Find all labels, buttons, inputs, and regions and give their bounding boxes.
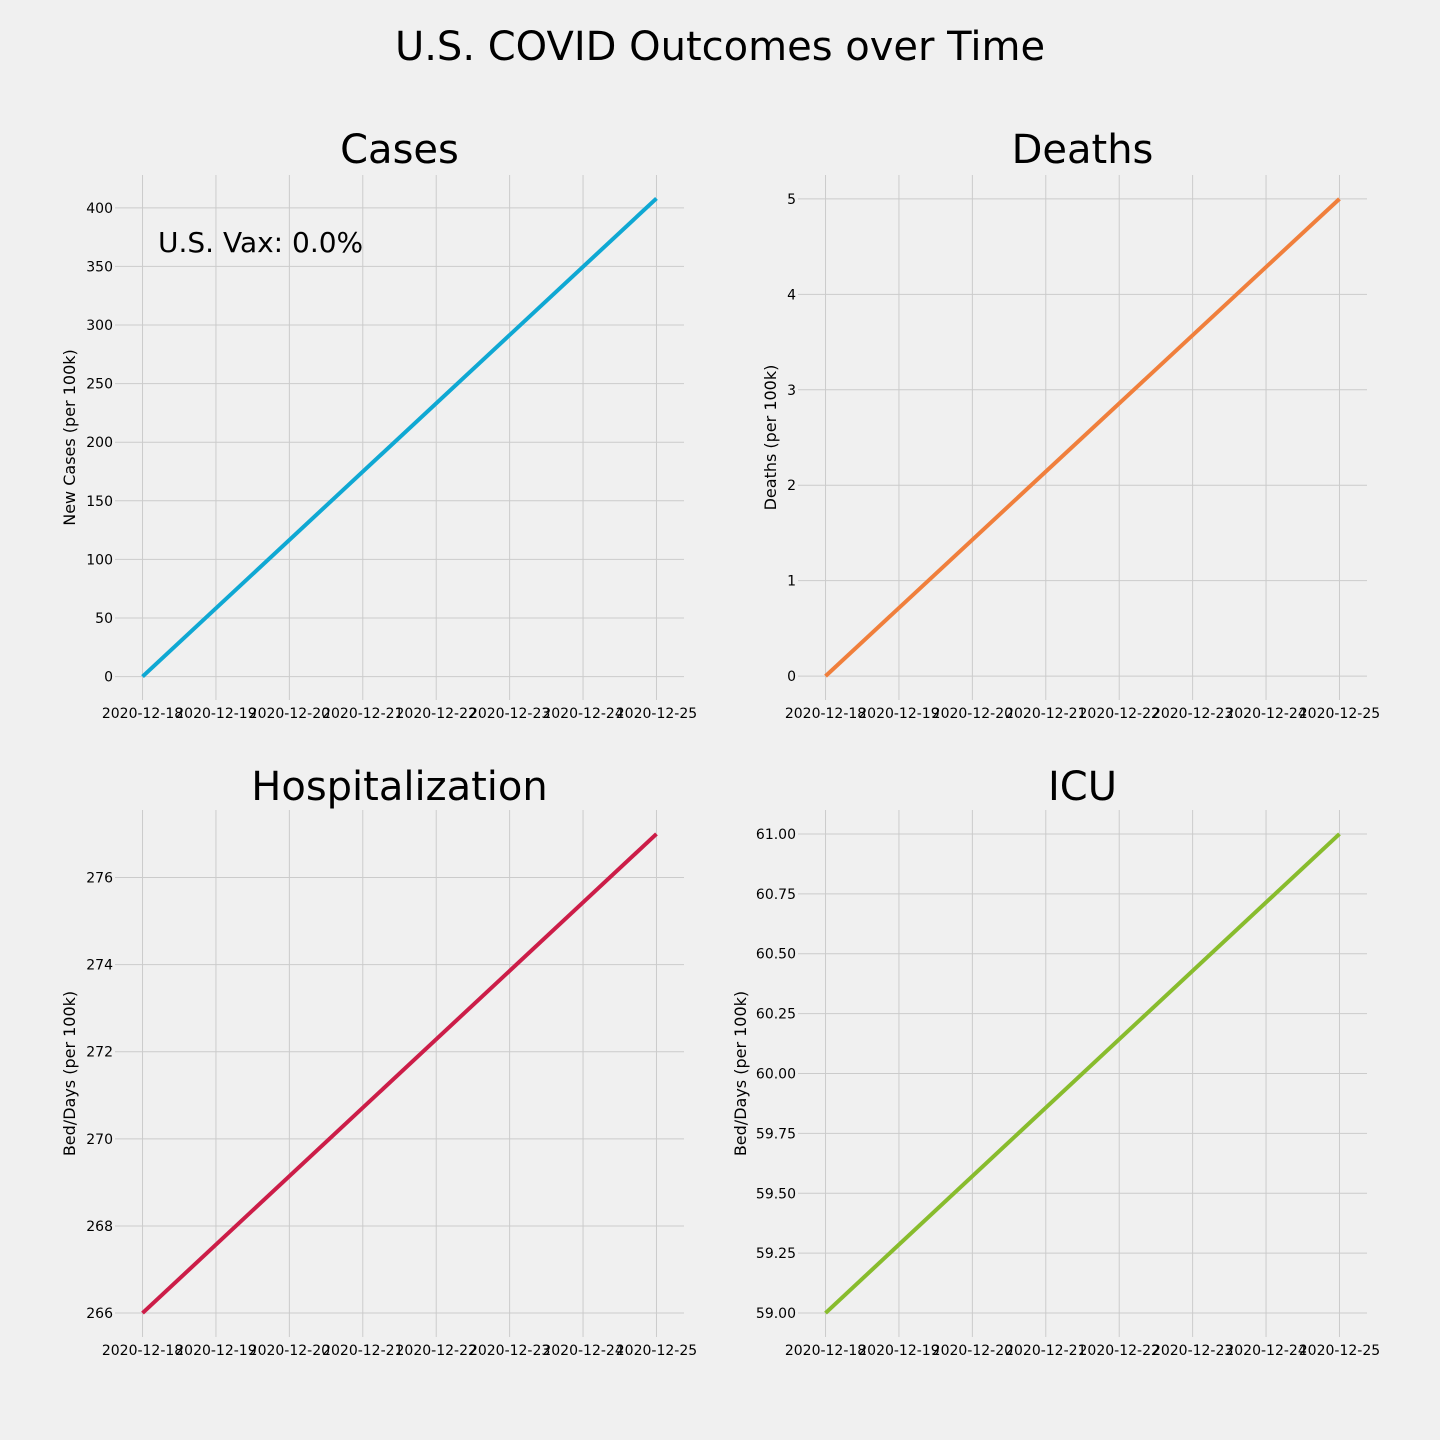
y-tick-label: 61.00 bbox=[756, 827, 796, 843]
x-tick-label: 2020-12-21 bbox=[322, 706, 403, 722]
x-tick-label: 2020-12-22 bbox=[396, 706, 477, 722]
x-tick-label: 2020-12-18 bbox=[102, 706, 183, 722]
y-tick-label: 3 bbox=[787, 383, 796, 399]
x-tick-label: 2020-12-24 bbox=[542, 1343, 623, 1359]
x-tick-label: 2020-12-19 bbox=[858, 1343, 939, 1359]
chart-panel-4: 2020-12-182020-12-192020-12-202020-12-21… bbox=[731, 764, 1380, 1359]
x-tick-label: 2020-12-22 bbox=[396, 1343, 477, 1359]
y-tick-label: 150 bbox=[86, 494, 113, 510]
y-axis-label: Bed/Days (per 100k) bbox=[731, 991, 750, 1156]
x-tick-label: 2020-12-25 bbox=[1299, 1343, 1380, 1359]
x-tick-label: 2020-12-23 bbox=[469, 1343, 550, 1359]
y-tick-label: 100 bbox=[86, 552, 113, 568]
y-tick-label: 270 bbox=[86, 1132, 113, 1148]
y-tick-label: 60.00 bbox=[756, 1067, 796, 1083]
grid bbox=[115, 175, 684, 700]
x-tick-label: 2020-12-22 bbox=[1079, 706, 1160, 722]
y-tick-label: 0 bbox=[104, 670, 113, 686]
x-tick-label: 2020-12-25 bbox=[1299, 706, 1380, 722]
x-tick-label: 2020-12-21 bbox=[322, 1343, 403, 1359]
series-line bbox=[824, 832, 1341, 1315]
y-tick-label: 0 bbox=[787, 669, 796, 685]
x-tick-label: 2020-12-19 bbox=[858, 706, 939, 722]
grid bbox=[798, 810, 1367, 1337]
x-tick-label: 2020-12-23 bbox=[1152, 1343, 1233, 1359]
chart-panel-3: 2020-12-182020-12-192020-12-202020-12-21… bbox=[60, 764, 697, 1359]
panel-title: ICU bbox=[1048, 764, 1117, 810]
grid bbox=[798, 175, 1367, 700]
y-tick-label: 60.75 bbox=[756, 887, 796, 903]
y-tick-label: 50 bbox=[95, 611, 113, 627]
x-tick-label: 2020-12-24 bbox=[1225, 1343, 1306, 1359]
y-tick-label: 59.75 bbox=[756, 1126, 796, 1142]
y-tick-label: 59.00 bbox=[756, 1306, 796, 1322]
y-tick-label: 60.25 bbox=[756, 1007, 796, 1023]
x-tick-label: 2020-12-18 bbox=[102, 1343, 183, 1359]
x-tick-label: 2020-12-23 bbox=[1152, 706, 1233, 722]
x-tick-label: 2020-12-23 bbox=[469, 706, 550, 722]
x-tick-label: 2020-12-20 bbox=[249, 706, 330, 722]
y-tick-label: 5 bbox=[787, 192, 796, 208]
y-axis-label: Bed/Days (per 100k) bbox=[60, 991, 79, 1156]
series-line bbox=[141, 196, 658, 679]
x-tick-label: 2020-12-21 bbox=[1005, 706, 1086, 722]
y-tick-label: 268 bbox=[86, 1219, 113, 1235]
panel-title: Cases bbox=[340, 127, 459, 173]
x-tick-label: 2020-12-19 bbox=[175, 706, 256, 722]
x-tick-label: 2020-12-25 bbox=[616, 706, 697, 722]
y-tick-label: 276 bbox=[86, 871, 113, 887]
vax-annotation: U.S. Vax: 0.0% bbox=[158, 226, 363, 259]
x-tick-label: 2020-12-18 bbox=[785, 706, 866, 722]
x-tick-label: 2020-12-18 bbox=[785, 1343, 866, 1359]
x-tick-label: 2020-12-24 bbox=[1225, 706, 1306, 722]
y-axis-label: Deaths (per 100k) bbox=[761, 365, 780, 511]
series-line bbox=[824, 197, 1341, 678]
chart-panel-1: 2020-12-182020-12-192020-12-202020-12-21… bbox=[60, 127, 697, 722]
x-tick-label: 2020-12-22 bbox=[1079, 1343, 1160, 1359]
y-tick-label: 59.50 bbox=[756, 1186, 796, 1202]
y-tick-label: 400 bbox=[86, 201, 113, 217]
grid bbox=[115, 810, 684, 1337]
y-tick-label: 266 bbox=[86, 1306, 113, 1322]
y-tick-label: 350 bbox=[86, 259, 113, 275]
y-axis-label: New Cases (per 100k) bbox=[60, 349, 79, 526]
y-tick-label: 2 bbox=[787, 478, 796, 494]
x-tick-label: 2020-12-24 bbox=[542, 706, 623, 722]
x-tick-label: 2020-12-25 bbox=[616, 1343, 697, 1359]
series-line bbox=[141, 832, 658, 1315]
x-tick-label: 2020-12-20 bbox=[932, 1343, 1013, 1359]
x-tick-label: 2020-12-20 bbox=[249, 1343, 330, 1359]
y-tick-label: 250 bbox=[86, 377, 113, 393]
chart-panel-2: 2020-12-182020-12-192020-12-202020-12-21… bbox=[761, 127, 1380, 722]
y-tick-label: 300 bbox=[86, 318, 113, 334]
y-tick-label: 4 bbox=[787, 287, 796, 303]
y-tick-label: 1 bbox=[787, 574, 796, 590]
panel-title: Hospitalization bbox=[251, 764, 547, 810]
y-tick-label: 272 bbox=[86, 1045, 113, 1061]
panel-title: Deaths bbox=[1012, 127, 1154, 173]
y-tick-label: 200 bbox=[86, 435, 113, 451]
x-tick-label: 2020-12-20 bbox=[932, 706, 1013, 722]
y-tick-label: 274 bbox=[86, 958, 113, 974]
y-tick-label: 60.50 bbox=[756, 947, 796, 963]
x-tick-label: 2020-12-21 bbox=[1005, 1343, 1086, 1359]
x-tick-label: 2020-12-19 bbox=[175, 1343, 256, 1359]
y-tick-label: 59.25 bbox=[756, 1246, 796, 1262]
figure-title: U.S. COVID Outcomes over Time bbox=[395, 24, 1045, 70]
